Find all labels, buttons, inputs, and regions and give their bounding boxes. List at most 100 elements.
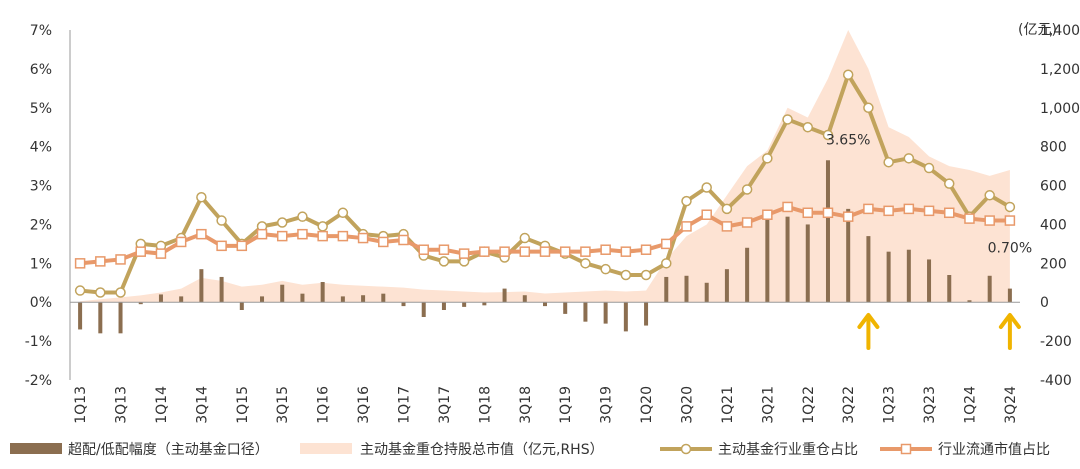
square-point	[236, 240, 248, 252]
circle-point	[438, 256, 450, 267]
bar	[805, 224, 810, 303]
legend-label: 行业流通市值占比	[938, 441, 1050, 458]
y-right-tick-label: 1,000	[1040, 101, 1080, 117]
circle-point	[519, 232, 531, 244]
bar	[684, 275, 689, 303]
square-point	[297, 228, 308, 240]
square-point	[539, 246, 551, 257]
legend-marker	[680, 443, 692, 455]
area-series	[80, 30, 1010, 303]
bar	[138, 302, 143, 305]
x-tick-label: 3Q20	[679, 386, 695, 424]
square-point	[216, 240, 227, 252]
square-point	[276, 230, 288, 242]
bar	[886, 251, 891, 303]
x-tick-label: 3Q23	[922, 386, 938, 424]
bar	[967, 300, 972, 303]
square-point	[1004, 215, 1016, 226]
legend-marker	[900, 443, 912, 455]
square-point	[499, 246, 510, 257]
y-left-tick-label: 0%	[30, 295, 52, 311]
x-tick-label: 3Q22	[841, 386, 857, 424]
y-right-unit-label: (亿元)	[1018, 22, 1057, 38]
y-right-tick-label: 200	[1040, 256, 1067, 272]
bar	[623, 302, 628, 332]
arrow-head	[998, 313, 1021, 329]
y-left-axis: -2% -1% 0% 1% 2% 3% 4% 5% 6% 7%	[25, 23, 52, 389]
bar	[239, 302, 244, 310]
x-tick-label: 3Q14	[194, 386, 210, 424]
x-tick-label: 1Q22	[801, 386, 817, 424]
circle-point	[681, 195, 692, 207]
x-tick-label: 1Q18	[477, 386, 493, 424]
bar	[522, 295, 527, 303]
circle-point	[822, 129, 834, 141]
square-point	[580, 246, 591, 257]
legend: 超配/低配幅度（主动基金口径） 主动基金重仓持股总市值（亿元,RHS） 主动基金行业…	[10, 441, 1050, 458]
circle-point	[276, 217, 288, 228]
bar	[361, 295, 366, 303]
bar	[543, 302, 547, 307]
y-right-tick-label: 1,200	[1040, 62, 1080, 78]
bar	[260, 296, 265, 303]
circle-point	[842, 69, 854, 80]
y-left-tick-label: -1%	[25, 334, 52, 350]
square-point	[438, 244, 450, 255]
arrow-head	[857, 313, 880, 329]
x-tick-label: 1Q15	[235, 386, 251, 424]
square-point	[175, 236, 187, 248]
up-arrow-icon	[857, 313, 880, 350]
circle-point	[802, 121, 814, 133]
bar	[906, 249, 911, 303]
x-tick-label: 3Q13	[114, 386, 130, 424]
circle-point	[600, 263, 611, 275]
bar	[421, 302, 426, 317]
y-left-tick-label: 2%	[30, 217, 52, 233]
square-point	[883, 205, 894, 217]
circle-point	[782, 114, 793, 125]
bar	[300, 293, 305, 303]
bar	[927, 259, 932, 303]
circle-point	[903, 153, 915, 164]
square-point	[923, 205, 935, 217]
bar	[199, 269, 204, 303]
bar	[98, 302, 103, 334]
data-annotation: 3.65%	[826, 132, 870, 148]
bar	[340, 296, 345, 303]
square-point	[74, 258, 86, 269]
square-point	[317, 230, 328, 242]
circle-point	[741, 184, 753, 195]
y-left-tick-label: 7%	[30, 23, 52, 39]
x-tick-label: 1Q13	[73, 386, 89, 424]
circle-point	[620, 269, 632, 281]
square-point	[519, 246, 531, 257]
square-point	[95, 256, 106, 267]
bar	[644, 302, 649, 326]
bar	[219, 276, 224, 303]
bar	[280, 284, 285, 303]
square-point	[256, 228, 268, 240]
legend-swatch-bar	[10, 443, 62, 454]
line-series	[74, 69, 1016, 298]
legend-swatch-area	[300, 443, 352, 454]
y-right-tick-label: -200	[1040, 334, 1072, 350]
bar	[1007, 288, 1012, 303]
x-tick-label: 3Q18	[518, 386, 534, 424]
legend-label: 主动基金重仓持股总市值（亿元,RHS）	[360, 441, 604, 458]
square-point	[681, 221, 692, 232]
x-axis: 1Q13 3Q13 1Q14 3Q14 1Q15 3Q15 1Q16 3Q16 1Q17 3Q17…	[73, 386, 1019, 424]
bar	[583, 302, 588, 322]
square-point	[357, 232, 369, 244]
x-tick-label: 1Q16	[316, 386, 332, 424]
bar	[78, 302, 83, 330]
square-point	[741, 217, 753, 228]
legend-label: 超配/低配幅度（主动基金口径）	[68, 441, 269, 458]
bar	[724, 269, 729, 303]
circle-point	[1004, 201, 1016, 213]
circle-point	[216, 215, 227, 226]
square-point	[903, 203, 915, 215]
circle-point	[661, 258, 672, 269]
square-point	[155, 248, 167, 259]
x-tick-label: 1Q19	[558, 386, 574, 424]
circle-point	[317, 221, 328, 232]
